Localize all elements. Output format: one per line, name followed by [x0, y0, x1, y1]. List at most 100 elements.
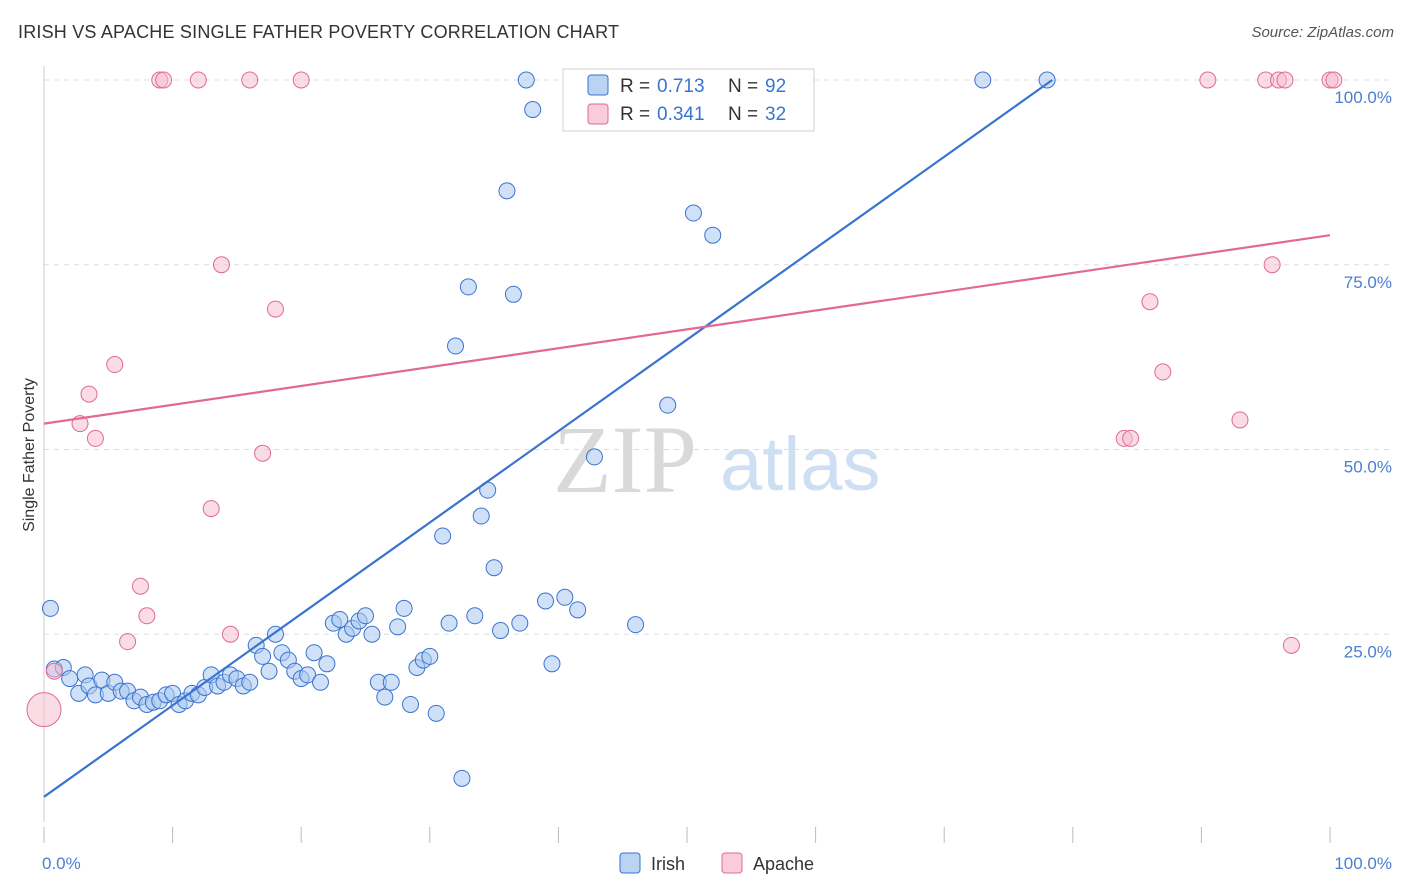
irish-point-86: [684, 204, 702, 222]
legend-r-value-irish: 0.713: [657, 76, 705, 97]
irish-point-31: [241, 673, 259, 691]
apache-point-1: [45, 662, 63, 680]
irish-point-61: [434, 527, 452, 545]
apache-point-12: [202, 500, 220, 518]
bottom-legend: Irish Apache: [619, 852, 814, 874]
gridlines: [44, 79, 1394, 635]
irish-point-33: [254, 647, 272, 665]
y-tick-label-1: 50.0%: [1344, 458, 1392, 477]
irish-point-0: [41, 599, 59, 617]
irish-point-78: [556, 588, 574, 606]
apache-points: [26, 71, 1343, 728]
y-axis-label: Single Father Poverty: [21, 378, 38, 532]
apache-point-0: [26, 692, 62, 728]
apache-point-22: [1154, 363, 1172, 381]
irish-point-56: [402, 695, 420, 713]
apache-point-18: [292, 71, 310, 89]
bottom-legend-swatch-apache: [721, 852, 743, 874]
y-tick-label-2: 75.0%: [1344, 273, 1392, 292]
apache-point-6: [119, 633, 137, 651]
watermark-atlas: atlas: [720, 422, 881, 507]
legend-n-label-apache: N =: [728, 104, 758, 125]
irish-point-40: [299, 666, 317, 684]
irish-point-53: [382, 673, 400, 691]
apache-point-28: [1276, 71, 1294, 89]
irish-point-63: [447, 337, 465, 355]
legend-r-value-apache: 0.341: [657, 104, 705, 125]
irish-point-65: [459, 278, 477, 296]
apache-point-10: [155, 71, 173, 89]
apache-point-7: [131, 577, 149, 595]
apache-point-20: [1122, 429, 1140, 447]
apache-point-8: [138, 607, 156, 625]
irish-point-55: [395, 599, 413, 617]
apache-point-4: [86, 429, 104, 447]
irish-point-52: [376, 688, 394, 706]
irish-point-59: [421, 647, 439, 665]
legend-swatch-apache: [587, 103, 609, 125]
irish-point-72: [504, 285, 522, 303]
apache-point-21: [1141, 293, 1159, 311]
apache-point-26: [1263, 256, 1281, 274]
apache-point-16: [254, 444, 272, 462]
irish-point-43: [318, 655, 336, 673]
apache-point-5: [106, 356, 124, 374]
apache-point-24: [1231, 411, 1249, 429]
x-tick-label-min: 0.0%: [42, 854, 81, 873]
irish-point-84: [659, 396, 677, 414]
irish-point-79: [569, 601, 587, 619]
irish-point-67: [472, 507, 490, 525]
legend-n-label-irish: N =: [728, 76, 758, 97]
irish-trend-line: [43, 79, 1053, 798]
irish-point-91: [1038, 71, 1056, 89]
legend-n-value-apache: 32: [765, 104, 786, 125]
apache-point-29: [1282, 636, 1300, 654]
irish-point-54: [389, 618, 407, 636]
apache-point-31: [1325, 71, 1343, 89]
apache-trend-line: [43, 234, 1331, 425]
y-tick-label-3: 100.0%: [1334, 88, 1392, 107]
irish-point-75: [524, 101, 542, 119]
chart-title: IRISH VS APACHE SINGLE FATHER POVERTY CO…: [18, 22, 620, 42]
irish-point-34: [260, 662, 278, 680]
irish-point-77: [543, 655, 561, 673]
bottom-legend-label-apache: Apache: [753, 854, 814, 874]
apache-point-15: [241, 71, 259, 89]
irish-point-81: [585, 448, 603, 466]
irish-point-64: [453, 769, 471, 787]
apache-point-14: [221, 625, 239, 643]
irish-point-70: [492, 622, 510, 640]
irish-point-3: [61, 670, 79, 688]
y-tick-label-0: 25.0%: [1344, 642, 1392, 661]
apache-point-23: [1199, 71, 1217, 89]
legend-r-label-apache: R =: [620, 104, 650, 125]
apache-point-11: [189, 71, 207, 89]
irish-points: [41, 71, 1056, 787]
apache-point-17: [266, 300, 284, 318]
irish-point-50: [363, 625, 381, 643]
irish-point-42: [311, 673, 329, 691]
irish-point-45: [331, 610, 349, 628]
irish-point-83: [627, 616, 645, 634]
irish-point-74: [517, 71, 535, 89]
chart-source: Source: ZipAtlas.com: [1251, 24, 1394, 41]
legend-n-value-irish: 92: [765, 76, 786, 97]
irish-point-66: [466, 607, 484, 625]
apache-point-13: [212, 256, 230, 274]
irish-point-69: [485, 559, 503, 577]
legend-r-label-irish: R =: [620, 76, 650, 97]
bottom-legend-swatch-irish: [619, 852, 641, 874]
irish-point-62: [440, 614, 458, 632]
irish-point-76: [537, 592, 555, 610]
legend-swatch-irish: [587, 74, 609, 96]
irish-point-49: [357, 607, 374, 625]
irish-point-87: [704, 226, 722, 244]
irish-point-41: [305, 644, 323, 662]
bottom-legend-label-irish: Irish: [651, 854, 685, 874]
irish-point-71: [498, 182, 516, 200]
y-tick-labels: 25.0% 50.0% 75.0% 100.0%: [1334, 88, 1392, 661]
irish-point-73: [511, 614, 529, 632]
watermark-zip: ZIP: [553, 406, 697, 513]
irish-point-60: [427, 704, 445, 722]
